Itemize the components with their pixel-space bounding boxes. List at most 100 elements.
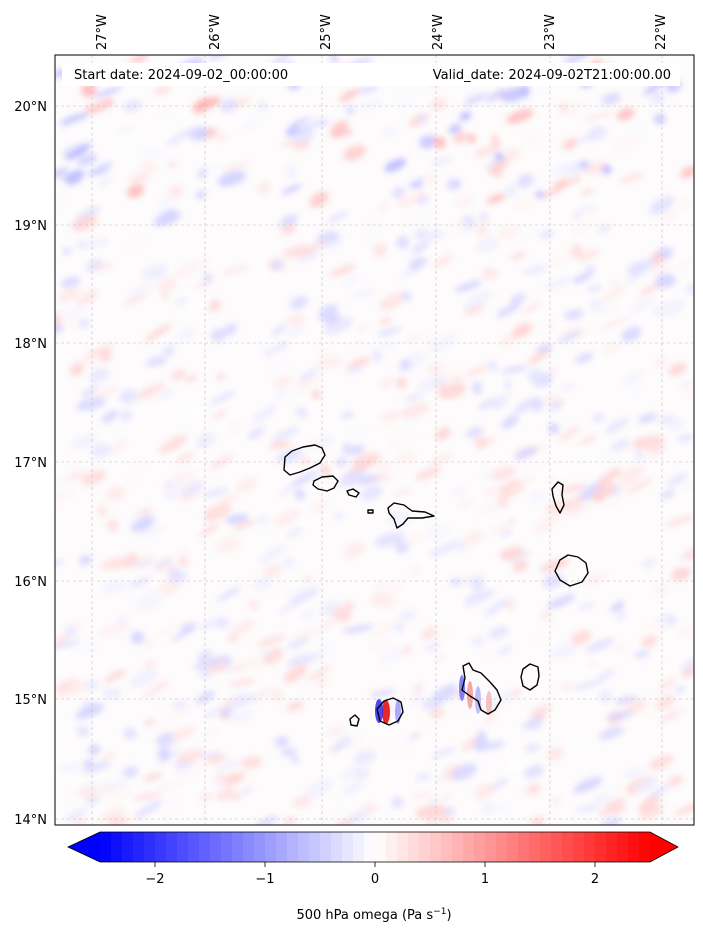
omega-blob bbox=[202, 751, 222, 758]
omega-blob bbox=[472, 381, 482, 395]
omega-blob bbox=[616, 108, 635, 121]
omega-blob bbox=[354, 767, 370, 780]
omega-blob bbox=[440, 793, 451, 801]
omega-blob bbox=[152, 694, 171, 708]
colorbar-tick-label: 0 bbox=[371, 872, 379, 887]
omega-blob bbox=[448, 123, 462, 134]
omega-blob bbox=[555, 467, 570, 480]
omega-blob bbox=[334, 512, 344, 521]
omega-blob bbox=[318, 434, 334, 448]
omega-blob bbox=[329, 264, 356, 277]
omega-blob bbox=[565, 101, 588, 117]
omega-blob bbox=[275, 388, 288, 400]
omega-blob bbox=[116, 616, 129, 627]
omega-blob bbox=[418, 374, 448, 391]
omega-blob bbox=[661, 489, 675, 500]
colorbar-band bbox=[529, 832, 541, 862]
omega-blob bbox=[605, 417, 629, 434]
omega-blob bbox=[378, 647, 405, 663]
omega-blob bbox=[136, 383, 165, 399]
omega-blob bbox=[290, 470, 319, 487]
omega-blob bbox=[400, 403, 430, 419]
omega-blob bbox=[347, 424, 374, 442]
omega-blob bbox=[375, 463, 391, 475]
omega-blob bbox=[424, 336, 436, 350]
omega-blob bbox=[105, 486, 126, 501]
omega-blob bbox=[241, 756, 262, 769]
omega-blob bbox=[305, 398, 324, 411]
omega-blob bbox=[167, 185, 184, 198]
omega-blob bbox=[145, 323, 172, 342]
omega-blob bbox=[570, 244, 584, 259]
omega-blob bbox=[273, 509, 300, 527]
omega-blob bbox=[366, 215, 383, 227]
omega-blob bbox=[178, 556, 189, 568]
omega-blob bbox=[639, 705, 656, 720]
omega-blob bbox=[401, 535, 425, 545]
omega-blob bbox=[67, 471, 86, 481]
omega-blob bbox=[101, 557, 130, 571]
omega-blob bbox=[82, 761, 111, 774]
omega-blob bbox=[281, 747, 297, 757]
omega-blob bbox=[670, 419, 684, 431]
omega-blob bbox=[627, 261, 647, 277]
omega-blob bbox=[158, 389, 173, 400]
island-sal bbox=[551, 481, 565, 514]
colorbar-band bbox=[441, 832, 453, 862]
colorbar-band bbox=[232, 832, 244, 862]
omega-blob bbox=[392, 216, 402, 223]
omega-blob bbox=[496, 303, 521, 318]
colorbar-band bbox=[606, 832, 618, 862]
omega-blob bbox=[425, 171, 436, 185]
omega-blob bbox=[447, 705, 476, 717]
omega-blob bbox=[593, 494, 603, 503]
omega-blob bbox=[103, 669, 127, 683]
omega-blob bbox=[78, 319, 90, 328]
omega-blob bbox=[677, 434, 694, 443]
omega-blob bbox=[535, 190, 544, 199]
colorbar-band bbox=[133, 832, 145, 862]
omega-blob bbox=[176, 452, 194, 463]
omega-blob bbox=[464, 92, 482, 100]
omega-blob bbox=[162, 347, 174, 357]
omega-blob bbox=[367, 641, 392, 651]
omega-blob bbox=[166, 128, 193, 147]
omega-blob bbox=[488, 614, 512, 630]
colorbar-band bbox=[639, 832, 651, 862]
omega-blob bbox=[488, 360, 498, 372]
omega-blob bbox=[603, 520, 613, 530]
colorbar-band bbox=[364, 832, 376, 862]
omega-blob bbox=[131, 515, 155, 533]
colorbar-band bbox=[144, 832, 156, 862]
omega-blob bbox=[599, 798, 612, 806]
omega-blob bbox=[422, 697, 443, 710]
omega-blob bbox=[55, 678, 81, 692]
omega-blob bbox=[137, 526, 165, 537]
omega-blob bbox=[416, 196, 430, 205]
omega-blob bbox=[123, 731, 138, 739]
omega-blob bbox=[342, 624, 374, 633]
omega-blob bbox=[465, 427, 483, 438]
omega-blob bbox=[210, 328, 225, 342]
omega-blob bbox=[255, 515, 270, 525]
omega-blob bbox=[108, 815, 129, 825]
omega-blob bbox=[668, 362, 687, 376]
lat-label-19n: 19°N bbox=[14, 219, 47, 234]
omega-blob bbox=[406, 335, 420, 342]
omega-blob bbox=[350, 725, 359, 732]
omega-blob bbox=[461, 573, 486, 585]
colorbar-band bbox=[298, 832, 310, 862]
omega-blob bbox=[285, 165, 298, 180]
omega-blob bbox=[136, 594, 162, 611]
omega-blob bbox=[648, 753, 674, 771]
omega-blob bbox=[58, 287, 80, 303]
omega-blob bbox=[369, 620, 396, 640]
omega-blob bbox=[57, 198, 70, 207]
omega-blob bbox=[481, 803, 495, 814]
omega-blob bbox=[505, 148, 521, 160]
omega-blob bbox=[457, 497, 474, 510]
omega-blob bbox=[301, 611, 315, 618]
lat-label-16n: 16°N bbox=[14, 575, 47, 590]
omega-blob bbox=[303, 619, 314, 626]
